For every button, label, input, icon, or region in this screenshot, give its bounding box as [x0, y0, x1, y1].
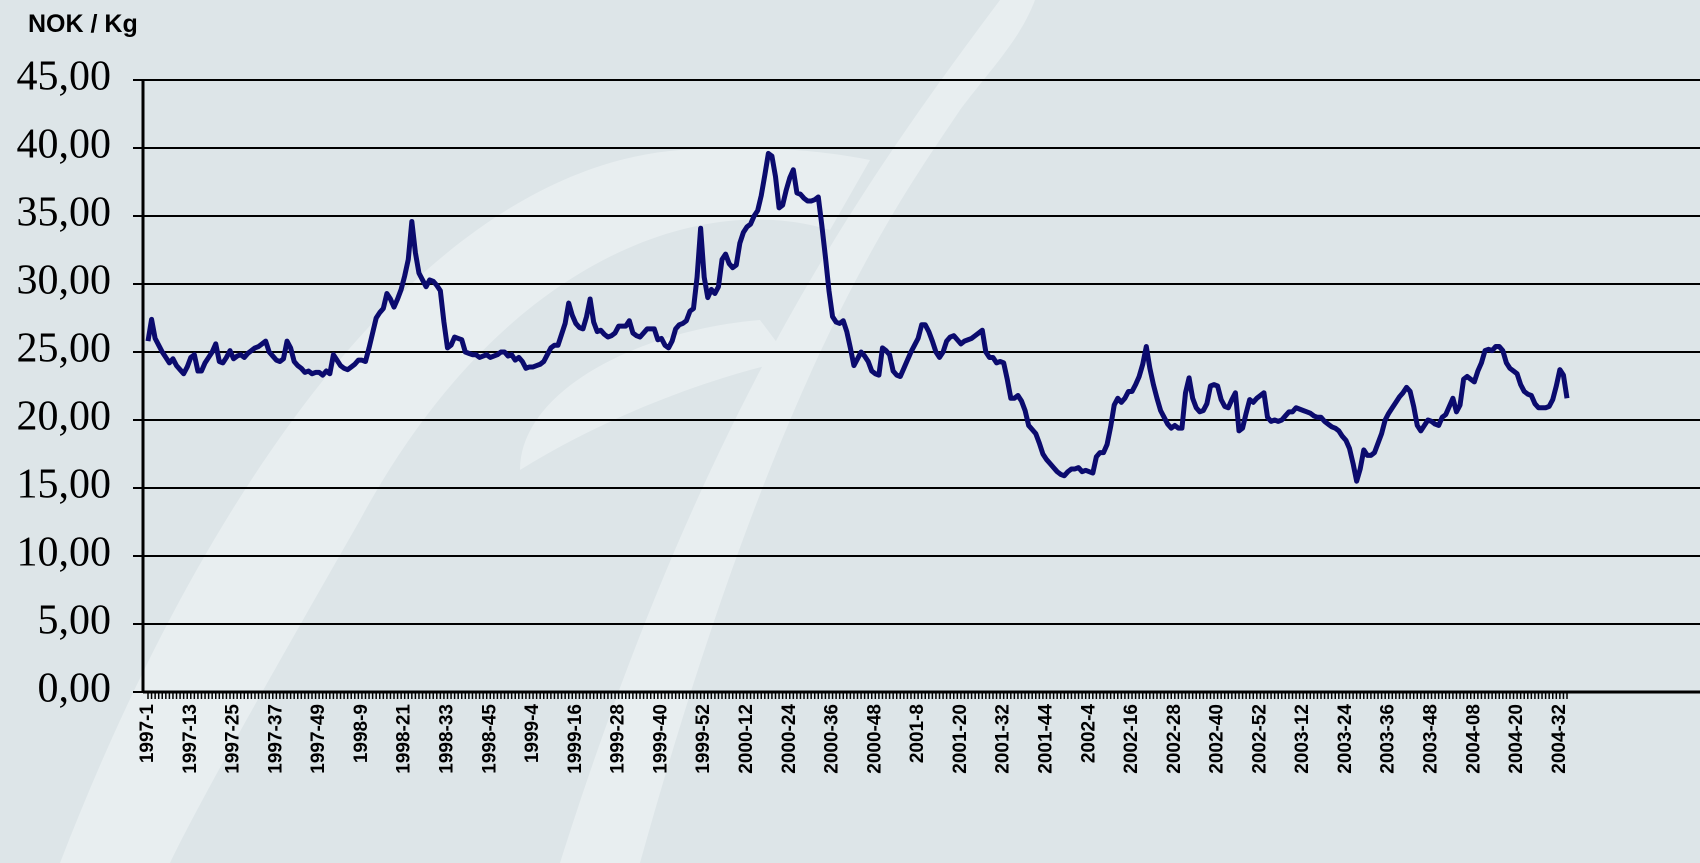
y-tick-label: 25,00: [17, 326, 112, 372]
x-tick-label: 2001-20: [950, 704, 971, 774]
x-tick-label: 1999-4: [522, 704, 543, 764]
x-tick-label: 2000-48: [864, 704, 885, 774]
x-tick-label: 1999-40: [650, 704, 671, 774]
x-tick-label: 2000-12: [736, 704, 757, 774]
x-tick-label: 2004-20: [1506, 704, 1527, 774]
x-tick-label: 2001-8: [907, 704, 928, 763]
x-tick-label: 2002-28: [1164, 704, 1185, 774]
x-tick-label: 2000-24: [779, 704, 800, 774]
x-tick-label: 2004-32: [1549, 704, 1570, 774]
axis-title: NOK / Kg: [28, 10, 138, 38]
x-tick-label: 1997-49: [308, 704, 329, 774]
x-tick-label: 1998-33: [437, 704, 458, 774]
x-tick-label: 1997-1: [137, 704, 158, 764]
x-tick-label: 1998-21: [394, 704, 415, 774]
x-tick-label: 1997-13: [180, 704, 201, 774]
x-tick-label: 2004-08: [1463, 704, 1484, 774]
price-line: [145, 150, 1570, 484]
y-tick-label: 10,00: [17, 530, 112, 576]
x-tick-label: 1999-28: [608, 704, 629, 774]
y-tick-label: 45,00: [17, 54, 112, 100]
x-tick-label: 2002-52: [1249, 704, 1270, 774]
y-tick-label: 20,00: [17, 394, 112, 440]
y-tick-label: 15,00: [17, 462, 112, 508]
x-tick-label: 2003-36: [1378, 704, 1399, 774]
x-tick-label: 1997-37: [265, 704, 286, 774]
y-tick-label: 30,00: [17, 258, 112, 304]
x-tick-label: 2003-24: [1335, 704, 1356, 774]
x-tick-label: 1999-52: [693, 704, 714, 774]
x-tick-label: 1997-25: [223, 704, 244, 774]
x-tick-label: 2002-40: [1207, 704, 1228, 774]
y-tick-label: 0,00: [38, 666, 112, 712]
x-tick-label: 2002-16: [1121, 704, 1142, 774]
x-tick-label: 2002-4: [1078, 704, 1099, 764]
background-swoosh: [560, 0, 1035, 863]
x-tick-label: 1999-16: [565, 704, 586, 774]
background-swoosh: [60, 148, 870, 863]
x-tick-label: 1998-45: [479, 704, 500, 774]
x-tick-label: 2003-12: [1292, 704, 1313, 774]
y-tick-label: 5,00: [38, 598, 112, 644]
x-tick-label: 2000-36: [822, 704, 843, 774]
x-tick-label: 2001-44: [1035, 704, 1056, 774]
background-swoosh: [520, 320, 790, 470]
x-tick-label: 2003-48: [1421, 704, 1442, 774]
y-tick-label: 35,00: [17, 190, 112, 236]
y-tick-label: 40,00: [17, 122, 112, 168]
x-tick-label: 1998-9: [351, 704, 372, 763]
x-tick-label: 2001-32: [993, 704, 1014, 774]
